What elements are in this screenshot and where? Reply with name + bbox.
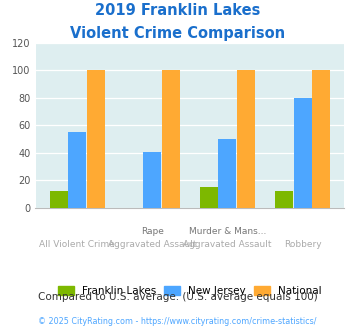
Bar xyxy=(200,187,218,208)
Text: Aggravated Assault: Aggravated Assault xyxy=(108,240,197,249)
Bar xyxy=(218,139,236,208)
Bar xyxy=(294,98,312,208)
Text: 2019 Franklin Lakes: 2019 Franklin Lakes xyxy=(95,3,260,18)
Text: Compared to U.S. average. (U.S. average equals 100): Compared to U.S. average. (U.S. average … xyxy=(38,292,317,302)
Text: © 2025 CityRating.com - https://www.cityrating.com/crime-statistics/: © 2025 CityRating.com - https://www.city… xyxy=(38,317,317,326)
Bar xyxy=(162,70,180,208)
Legend: Franklin Lakes, New Jersey, National: Franklin Lakes, New Jersey, National xyxy=(58,286,322,296)
Bar xyxy=(312,70,330,208)
Bar xyxy=(68,132,86,208)
Bar xyxy=(50,191,67,208)
Text: Aggravated Assault: Aggravated Assault xyxy=(183,240,272,249)
Bar xyxy=(237,70,255,208)
Text: Murder & Mans...: Murder & Mans... xyxy=(189,227,266,236)
Text: All Violent Crime: All Violent Crime xyxy=(39,240,115,249)
Bar xyxy=(143,151,162,208)
Text: Robbery: Robbery xyxy=(284,240,321,249)
Bar xyxy=(87,70,105,208)
Text: Rape: Rape xyxy=(141,227,164,236)
Bar xyxy=(275,191,293,208)
Text: Violent Crime Comparison: Violent Crime Comparison xyxy=(70,26,285,41)
